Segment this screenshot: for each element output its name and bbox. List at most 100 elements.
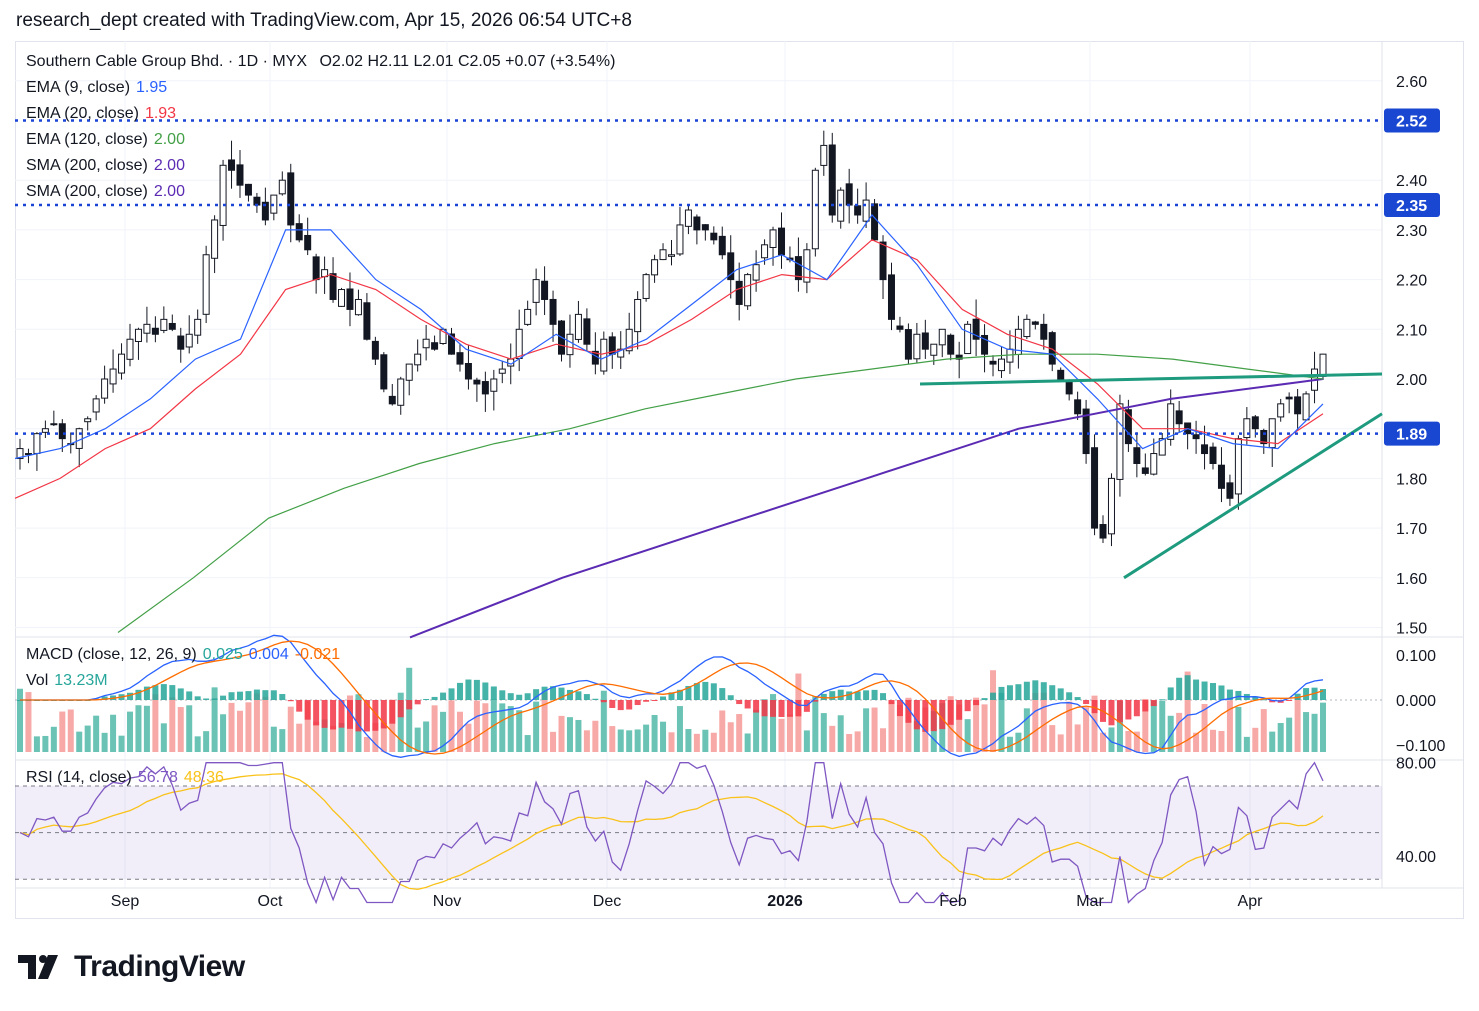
volume-bar: [609, 726, 616, 752]
macd-hist-bar: [1006, 685, 1013, 700]
macd-hist-bar: [194, 696, 201, 700]
macd-hist-bar: [676, 689, 683, 700]
legend-vol[interactable]: Vol 13.23M: [26, 672, 108, 690]
tradingview-logo-icon: [18, 955, 58, 979]
candle-body: [989, 360, 997, 365]
candle: [185, 315, 193, 354]
candle-body: [50, 423, 58, 426]
tradingview-logo[interactable]: TradingView: [18, 950, 245, 984]
sma200-line: [409, 378, 1324, 639]
volume-bar: [143, 705, 150, 752]
volume-bar: [253, 693, 260, 752]
candle: [1099, 515, 1107, 544]
volume-bar: [1116, 701, 1123, 752]
candle: [422, 324, 430, 361]
volume-bar: [160, 723, 167, 752]
candle: [524, 300, 532, 326]
candle-body: [464, 362, 472, 380]
volume-bar: [1184, 671, 1191, 752]
legend-ema20-value: 1.93: [144, 105, 177, 122]
macd-hist-bar: [321, 700, 328, 728]
candle: [287, 163, 295, 243]
macd-hist-bar: [262, 690, 269, 700]
volume-bar: [1210, 729, 1217, 752]
macd-hist-bar: [1303, 688, 1310, 700]
legend-ema120[interactable]: EMA (120, close) 2.00: [26, 131, 185, 149]
candle: [1209, 442, 1217, 470]
legend-vol-value: 13.23M: [54, 672, 108, 689]
candle: [1124, 399, 1132, 452]
candle-body: [1285, 396, 1293, 400]
candle-body: [600, 338, 608, 372]
candle-body: [710, 232, 718, 241]
legend-ema9-label: EMA (9, close): [26, 79, 131, 96]
candle-body: [583, 318, 591, 345]
volume-bar: [871, 707, 878, 752]
volume-bar: [990, 670, 997, 752]
legend-ema20-label: EMA (20, close): [26, 105, 139, 122]
legend-macd[interactable]: MACD (close, 12, 26, 9) 0.025 0.004 -0.021: [26, 646, 340, 664]
candle: [397, 376, 405, 415]
volume-bar: [685, 729, 692, 752]
price-tick-label: 2.00: [1396, 372, 1427, 389]
macd-hist-bar: [355, 700, 362, 732]
macd-hist-bar: [634, 700, 641, 706]
chart-frame[interactable]: [15, 41, 1464, 919]
candle: [143, 306, 151, 343]
candle: [1294, 389, 1302, 431]
macd-line: [20, 634, 1324, 758]
volume-bar: [1133, 731, 1140, 752]
macd-hist-bar: [338, 700, 345, 728]
macd-hist-bar: [998, 686, 1005, 700]
candle-body: [473, 379, 481, 385]
macd-hist-bar: [786, 700, 793, 717]
legend-sma200-a[interactable]: SMA (200, close) 2.00: [26, 157, 185, 175]
time-axis-label: Feb: [939, 893, 967, 910]
candle: [1150, 438, 1158, 476]
volume-bar: [533, 701, 540, 752]
volume-bar: [118, 735, 125, 752]
volume-bar: [1023, 708, 1030, 752]
candle-body: [1107, 477, 1115, 535]
macd-hist-bar: [710, 683, 717, 700]
legend-ema20[interactable]: EMA (20, close) 1.93: [26, 105, 176, 123]
candle-body: [913, 333, 921, 360]
candle: [1074, 391, 1082, 421]
volume-bar: [668, 732, 675, 752]
candle-body: [371, 340, 379, 360]
legend-sma200-b[interactable]: SMA (200, close) 2.00: [26, 183, 185, 201]
volume-bar: [1286, 717, 1293, 752]
legend-rsi-label: RSI (14, close): [26, 769, 132, 786]
macd-hist-bar: [947, 700, 954, 725]
candle: [659, 243, 667, 261]
candle-body: [41, 428, 49, 433]
candle-body: [718, 235, 726, 256]
macd-hist-bar: [685, 685, 692, 700]
candle: [1226, 474, 1234, 506]
symbol-legend[interactable]: Southern Cable Group Bhd. · 1D · MYX O2.…: [26, 53, 615, 71]
volume-bar: [1100, 732, 1107, 752]
legend-ema9[interactable]: EMA (9, close) 1.95: [26, 79, 167, 97]
candle-body: [1065, 381, 1073, 395]
candle-body: [820, 144, 828, 166]
candle: [558, 319, 566, 362]
macd-hist-bar: [1040, 682, 1047, 700]
candle-body: [422, 338, 430, 349]
candle: [904, 323, 912, 364]
macd-hist-bar: [346, 700, 353, 729]
legend-rsi[interactable]: RSI (14, close) 56.78 48.36: [26, 769, 224, 787]
volume-bar: [203, 731, 210, 752]
macd-hist-bar: [143, 686, 150, 700]
macd-hist-bar: [1125, 700, 1132, 720]
macd-hist-bar: [1015, 684, 1022, 700]
macd-hist-bar: [956, 700, 963, 720]
candle-body: [887, 274, 895, 320]
candle-body: [481, 381, 489, 395]
support-trendline: [1123, 412, 1383, 580]
time-axis-label: Mar: [1076, 893, 1104, 910]
volume-bar: [313, 721, 320, 752]
volume-bar: [236, 710, 243, 752]
candle-body: [160, 318, 168, 331]
candle: [134, 327, 142, 360]
